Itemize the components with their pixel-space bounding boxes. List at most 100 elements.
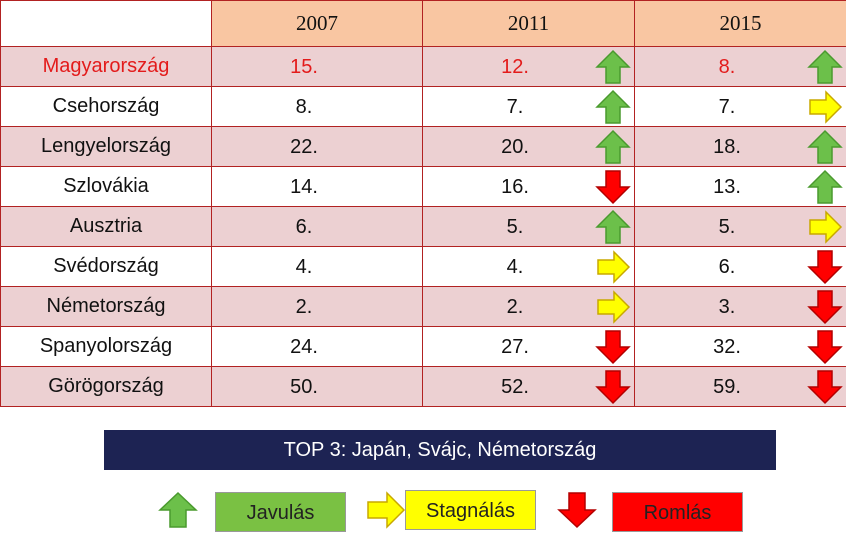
table-row: Ausztria 6. 5. 5. [0, 206, 846, 247]
rank-value: 15. [290, 56, 318, 78]
rank-value: 2. [295, 296, 313, 318]
top3-banner: TOP 3: Japán, Svájc, Németország [104, 430, 776, 470]
rank-value: 13. [713, 176, 741, 198]
rank-cell-2007: 6. [211, 206, 423, 247]
rank-cell-2007: 4. [211, 246, 423, 287]
header-corner-cell [0, 0, 212, 47]
rank-cell-2007: 2. [211, 286, 423, 327]
table-row: Szlovákia 14. 16. 13. [0, 166, 846, 207]
table-row: Németország 2. 2. 3. [0, 286, 846, 327]
rank-cell-2015: 8. [634, 46, 846, 87]
trend-flat-arrow-icon [809, 210, 843, 244]
rank-value: 14. [290, 176, 318, 198]
rank-cell-2011: 5. [422, 206, 635, 247]
rank-value: 3. [718, 296, 736, 318]
rank-cell-2011: 12. [422, 46, 635, 87]
rank-cell-2007: 24. [211, 326, 423, 367]
legend-down-arrow-icon [557, 492, 597, 529]
rank-cell-2011: 2. [422, 286, 635, 327]
trend-up-arrow-icon [595, 49, 631, 84]
trend-up-arrow-icon [807, 129, 843, 164]
rank-value: 52. [501, 376, 529, 398]
trend-up-arrow-icon [807, 49, 843, 84]
rank-value: 6. [295, 216, 313, 238]
country-cell: Ausztria [0, 206, 212, 247]
legend-down-label: Romlás [612, 492, 743, 532]
table-row: Lengyelország 22. 20. 18. [0, 126, 846, 167]
trend-flat-arrow-icon [597, 250, 631, 284]
rank-cell-2007: 15. [211, 46, 423, 87]
trend-up-arrow-icon [807, 169, 843, 204]
table-row: Svédország 4. 4. 6. [0, 246, 846, 287]
table-row: Csehország 8. 7. 7. [0, 86, 846, 127]
rank-value: 18. [713, 136, 741, 158]
country-cell: Magyarország [0, 46, 212, 87]
rank-value: 12. [501, 56, 529, 78]
rank-cell-2015: 5. [634, 206, 846, 247]
rank-value: 27. [501, 336, 529, 358]
trend-flat-arrow-icon [597, 290, 631, 324]
rank-value: 24. [290, 336, 318, 358]
table-body: Magyarország 15. 12. 8. Csehország 8. 7. 7. Leng… [0, 46, 846, 407]
table-row: Görögország 50. 52. 59. [0, 366, 846, 407]
header-year-2015: 2015 [634, 0, 846, 47]
rank-value: 22. [290, 136, 318, 158]
rank-cell-2011: 20. [422, 126, 635, 167]
rank-value: 50. [290, 376, 318, 398]
country-cell: Svédország [0, 246, 212, 287]
rank-value: 32. [713, 336, 741, 358]
rank-cell-2007: 8. [211, 86, 423, 127]
rank-value: 16. [501, 176, 529, 198]
rank-cell-2015: 32. [634, 326, 846, 367]
rank-cell-2015: 7. [634, 86, 846, 127]
rank-cell-2007: 14. [211, 166, 423, 207]
country-cell: Szlovákia [0, 166, 212, 207]
trend-up-arrow-icon [595, 209, 631, 244]
header-year-2007: 2007 [211, 0, 423, 47]
legend-flat-label: Stagnálás [405, 490, 536, 530]
country-cell: Csehország [0, 86, 212, 127]
header-row: 2007 2011 2015 [0, 0, 846, 47]
legend-flat-arrow-icon [367, 491, 406, 529]
legend-up-arrow-icon [158, 491, 198, 528]
country-cell: Lengyelország [0, 126, 212, 167]
trend-down-arrow-icon [595, 170, 631, 205]
rank-value: 4. [506, 256, 524, 278]
table-row: Magyarország 15. 12. 8. [0, 46, 846, 87]
trend-down-arrow-icon [807, 330, 843, 365]
header-year-2011: 2011 [422, 0, 635, 47]
rank-cell-2011: 7. [422, 86, 635, 127]
rank-value: 5. [718, 216, 736, 238]
ranking-table: 2007 2011 2015 Magyarország 15. 12. 8. Cseho… [0, 0, 846, 407]
rank-value: 8. [295, 96, 313, 118]
table-row: Spanyolország 24. 27. 32. [0, 326, 846, 367]
trend-down-arrow-icon [807, 290, 843, 325]
rank-cell-2015: 3. [634, 286, 846, 327]
rank-value: 5. [506, 216, 524, 238]
rank-cell-2011: 4. [422, 246, 635, 287]
rank-cell-2007: 50. [211, 366, 423, 407]
country-cell: Görögország [0, 366, 212, 407]
rank-cell-2007: 22. [211, 126, 423, 167]
rank-cell-2011: 27. [422, 326, 635, 367]
country-cell: Németország [0, 286, 212, 327]
rank-value: 7. [506, 96, 524, 118]
rank-value: 2. [506, 296, 524, 318]
trend-down-arrow-icon [595, 370, 631, 405]
rank-cell-2015: 13. [634, 166, 846, 207]
trend-down-arrow-icon [807, 250, 843, 285]
rank-cell-2011: 16. [422, 166, 635, 207]
rank-cell-2015: 18. [634, 126, 846, 167]
rank-value: 6. [718, 256, 736, 278]
rank-value: 4. [295, 256, 313, 278]
trend-up-arrow-icon [595, 89, 631, 124]
rank-cell-2011: 52. [422, 366, 635, 407]
rank-cell-2015: 6. [634, 246, 846, 287]
trend-flat-arrow-icon [809, 90, 843, 124]
rank-value: 59. [713, 376, 741, 398]
trend-down-arrow-icon [807, 370, 843, 405]
trend-down-arrow-icon [595, 330, 631, 365]
rank-value: 20. [501, 136, 529, 158]
legend-up-label: Javulás [215, 492, 346, 532]
country-cell: Spanyolország [0, 326, 212, 367]
